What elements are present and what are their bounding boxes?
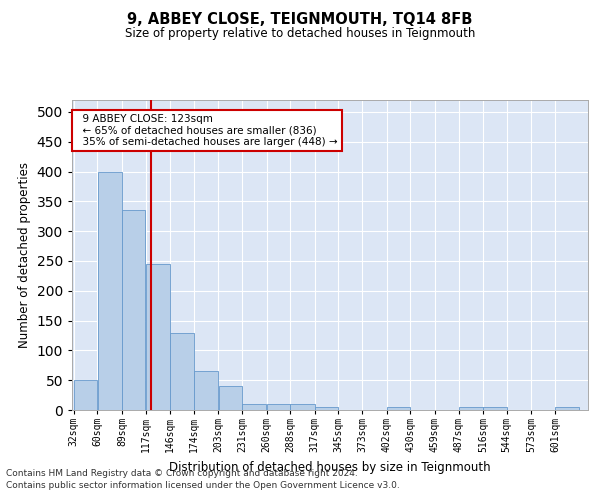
Bar [122,210,145,410]
Bar [194,371,218,410]
Text: 9 ABBEY CLOSE: 123sqm
  ← 65% of detached houses are smaller (836)
  35% of semi: 9 ABBEY CLOSE: 123sqm ← 65% of detached … [76,114,338,147]
Bar [555,407,579,410]
Y-axis label: Number of detached properties: Number of detached properties [18,162,31,348]
Text: 9, ABBEY CLOSE, TEIGNMOUTH, TQ14 8FB: 9, ABBEY CLOSE, TEIGNMOUTH, TQ14 8FB [127,12,473,28]
Bar [290,404,314,410]
Bar [146,264,170,410]
Text: Contains HM Land Registry data © Crown copyright and database right 2024.: Contains HM Land Registry data © Crown c… [6,468,358,477]
Bar [74,380,97,410]
Bar [459,407,483,410]
Bar [98,172,122,410]
Text: Contains public sector information licensed under the Open Government Licence v3: Contains public sector information licen… [6,481,400,490]
Bar [315,407,338,410]
Bar [170,332,194,410]
Text: Size of property relative to detached houses in Teignmouth: Size of property relative to detached ho… [125,28,475,40]
Bar [267,404,290,410]
Bar [242,404,266,410]
Bar [387,407,410,410]
Bar [484,407,506,410]
Bar [218,386,242,410]
X-axis label: Distribution of detached houses by size in Teignmouth: Distribution of detached houses by size … [169,460,491,473]
